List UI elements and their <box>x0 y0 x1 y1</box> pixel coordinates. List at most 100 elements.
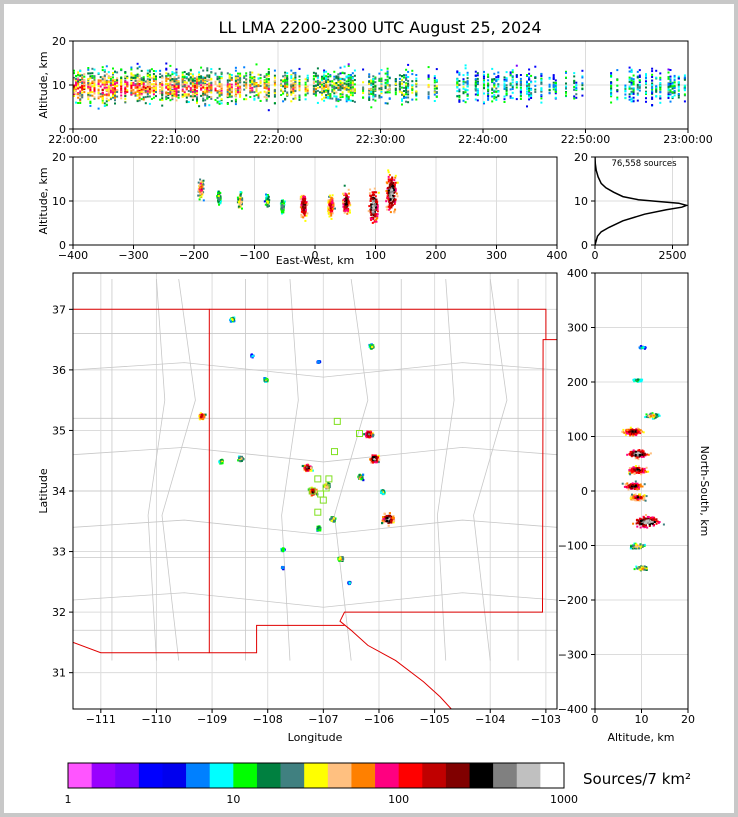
time-height-source <box>116 79 119 82</box>
time-height-source <box>405 74 408 77</box>
time-height-source <box>187 72 190 75</box>
time-height-source <box>304 98 307 101</box>
time-height-source <box>161 91 164 94</box>
time-height-source <box>671 96 674 99</box>
time-height-source <box>181 88 184 91</box>
time-height-source <box>103 102 106 105</box>
time-height-source <box>487 84 490 87</box>
time-height-source <box>171 84 174 87</box>
time-height-source <box>161 90 164 93</box>
time-height-source <box>519 98 522 100</box>
ew-source <box>239 198 242 200</box>
time-height-source <box>138 95 141 98</box>
time-height-source <box>327 84 330 87</box>
time-height-source <box>226 94 229 97</box>
ew-source <box>376 207 379 209</box>
ew-tick-label: 400 <box>547 249 568 262</box>
time-height-source <box>101 69 104 72</box>
time-height-source <box>474 80 477 83</box>
time-height-source <box>628 87 631 90</box>
plan-source <box>339 556 342 560</box>
time-height-source <box>398 90 401 93</box>
time-height-source <box>347 75 350 78</box>
time-height-source <box>165 67 168 70</box>
time-height-source <box>327 96 330 99</box>
time-height-source <box>304 94 307 97</box>
time-height-source <box>667 85 670 88</box>
time-height-source <box>138 80 141 83</box>
time-height-source <box>97 92 100 94</box>
time-height-source <box>347 76 350 79</box>
altitude-tick-label: 20 <box>52 35 66 48</box>
time-height-source <box>284 90 287 93</box>
time-height-source <box>181 93 184 96</box>
time-height-source <box>89 88 92 91</box>
time-height-source <box>316 86 319 89</box>
time-height-source <box>109 96 112 99</box>
time-height-source <box>669 89 672 92</box>
time-height-source <box>333 82 336 85</box>
ew-source <box>393 202 396 205</box>
time-height-source <box>548 77 551 80</box>
time-height-source <box>519 83 522 86</box>
time-height-source <box>284 97 287 100</box>
time-height-source <box>651 79 654 82</box>
time-height-source <box>306 92 309 95</box>
ew-source <box>304 205 307 208</box>
time-height-source <box>187 94 190 97</box>
time-height-source <box>214 99 217 101</box>
ew-source <box>346 197 349 200</box>
time-height-source <box>433 91 436 94</box>
time-height-source <box>435 87 438 90</box>
time-height-source <box>280 89 283 92</box>
time-height-source <box>362 88 365 91</box>
time-height-source <box>169 76 172 79</box>
ew-source <box>385 190 388 192</box>
time-height-source <box>204 88 207 91</box>
time-height-source <box>101 89 104 91</box>
ew-source <box>391 194 394 197</box>
ew-source <box>201 182 204 185</box>
ew-source <box>389 198 392 201</box>
time-height-source <box>316 82 319 85</box>
time-height-source <box>347 99 350 102</box>
time-height-source <box>333 92 336 95</box>
time-height-source <box>208 79 211 82</box>
time-height-source <box>405 87 408 90</box>
time-height-source <box>651 73 654 76</box>
ew-source <box>342 202 345 205</box>
time-height-source <box>333 78 336 81</box>
time-height-source <box>144 87 147 90</box>
time-height-source <box>349 91 352 94</box>
time-height-source <box>341 71 344 74</box>
time-height-source <box>343 65 346 68</box>
plan-source <box>204 413 207 416</box>
time-height-source <box>177 75 180 78</box>
time-height-source <box>193 86 196 89</box>
ew-source <box>393 187 396 190</box>
time-height-source <box>384 84 387 87</box>
ew-source <box>388 179 391 182</box>
time-height-source <box>216 96 219 99</box>
time-height-source <box>464 101 467 104</box>
ew-source <box>387 192 390 195</box>
time-height-source <box>540 77 543 80</box>
time-height-source <box>565 85 567 88</box>
time-height-source <box>120 83 123 86</box>
time-height-source <box>234 66 237 69</box>
time-height-source <box>290 100 293 103</box>
time-height-source <box>249 96 252 98</box>
time-height-source <box>218 67 221 70</box>
time-height-source <box>378 77 381 80</box>
time-height-source <box>290 88 293 91</box>
time-height-source <box>243 88 246 91</box>
time-height-source <box>284 71 287 74</box>
time-height-source <box>255 83 258 85</box>
ew-source <box>334 207 336 210</box>
time-height-source <box>81 85 84 88</box>
time-height-source <box>292 88 295 90</box>
time-height-source <box>411 80 414 83</box>
time-height-source <box>175 95 178 98</box>
hist-tick-label: 0 <box>592 249 599 262</box>
plan-source <box>220 459 223 462</box>
